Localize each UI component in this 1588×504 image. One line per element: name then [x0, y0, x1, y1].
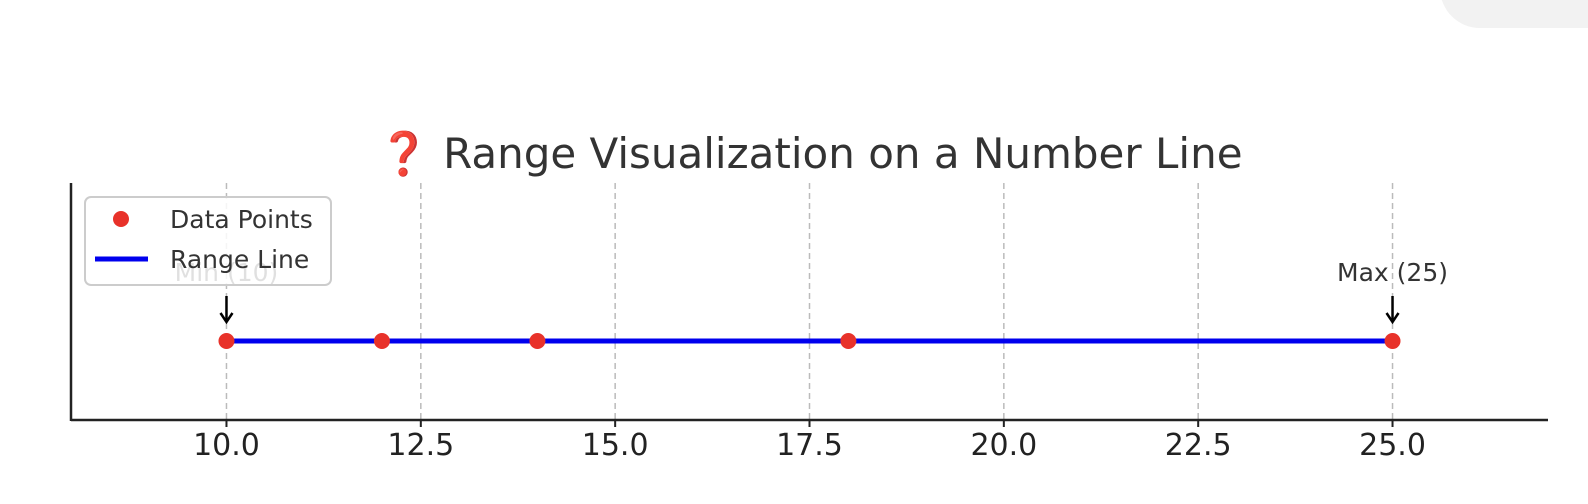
data-point [529, 333, 546, 349]
data-point [373, 333, 390, 349]
data-point [840, 333, 857, 349]
corner-decoration [1440, 0, 1588, 28]
x-tick-label: 25.0 [1359, 428, 1426, 463]
legend-label-data-points: Data Points [170, 205, 313, 234]
x-tick-label: 20.0 [970, 428, 1037, 463]
legend-label-range-line: Range Line [170, 245, 309, 274]
annotations-layer: Min (10)Max (25) [175, 258, 1448, 325]
legend-marker-data-points [113, 211, 129, 227]
data-point [1384, 333, 1401, 349]
x-tick-label: 22.5 [1165, 428, 1232, 463]
x-tick-label: 10.0 [193, 428, 260, 463]
x-tick-label: 12.5 [387, 428, 454, 463]
annotation-arrowhead [1385, 312, 1400, 325]
x-tick-label: 15.0 [582, 428, 649, 463]
annotation-label: Max (25) [1337, 258, 1448, 287]
annotation-arrowhead [219, 312, 234, 325]
legend-box [84, 196, 332, 286]
x-tick-labels: 10.0 12.5 15.0 17.5 20.0 22.5 25.0 [193, 420, 1426, 463]
x-tick-label: 17.5 [776, 428, 843, 463]
data-points-layer [218, 333, 1401, 349]
chart-title: ❓ Range Visualization on a Number Line [377, 129, 1242, 178]
x-gridlines [225, 183, 1394, 420]
legend: Data Points Range Line [84, 196, 332, 286]
data-point [218, 333, 235, 349]
